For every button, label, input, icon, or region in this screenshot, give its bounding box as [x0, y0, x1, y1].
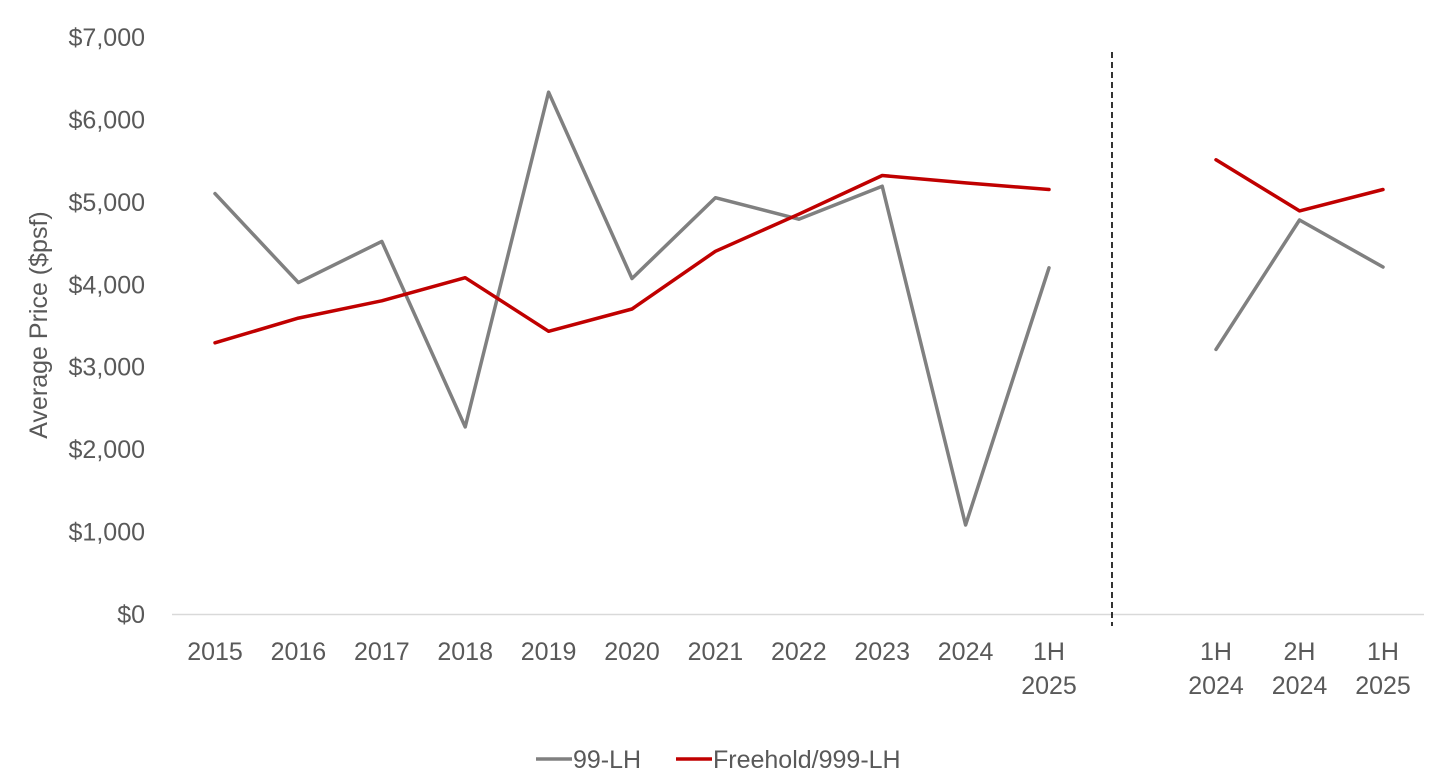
y-axis-title-group: Average Price ($psf) [25, 211, 53, 438]
series-layer [213, 90, 1385, 527]
x-tick-label: 2015 [187, 638, 243, 666]
series-line-freehold-999-lh-panel-1 [213, 173, 1051, 345]
y-tick-label: $6,000 [69, 106, 145, 134]
x-tick-label: 2024 [938, 638, 994, 666]
series-line-99-lh-panel-1 [213, 90, 1051, 527]
series-line-freehold-999-lh-panel-2 [1214, 158, 1385, 213]
y-tick-label: $0 [117, 601, 145, 629]
y-tick-label: $3,000 [69, 354, 145, 382]
x-tick-label: 2017 [354, 638, 410, 666]
series-line-99-lh-panel-2 [1214, 218, 1385, 352]
y-tick-label: $4,000 [69, 271, 145, 299]
x-tick-label: 1H 2024 [1188, 638, 1244, 700]
x-tick-label: 2016 [271, 638, 327, 666]
legend: 99-LH Freehold/999-LH [536, 746, 901, 774]
x-tick-label: 2018 [437, 638, 493, 666]
y-axis-title: Average Price ($psf) [25, 211, 53, 438]
x-tick-label: 2020 [604, 638, 660, 666]
y-tick-label: $7,000 [69, 24, 145, 52]
x-tick-label: 1H 2025 [1355, 638, 1411, 700]
y-tick-label: $1,000 [69, 519, 145, 547]
x-tick-label: 2H 2024 [1272, 638, 1328, 700]
x-axis-ticks: 2015 2016 2017 2018 2019 2020 2021 2022 2023 2024… [187, 638, 1411, 700]
y-axis-ticks: $0 $1,000 $2,000 $3,000 $4,000 $5,000 $6,000 $7… [69, 24, 145, 629]
x-tick-label: 1H 2025 [1021, 638, 1077, 700]
x-tick-label: 2023 [854, 638, 910, 666]
y-tick-label: $2,000 [69, 436, 145, 464]
x-tick-label: 2021 [688, 638, 744, 666]
x-tick-label: 2019 [521, 638, 577, 666]
legend-label: 99-LH [573, 746, 641, 774]
x-tick-label: 2022 [771, 638, 827, 666]
y-tick-label: $5,000 [69, 189, 145, 217]
legend-label: Freehold/999-LH [713, 746, 901, 774]
